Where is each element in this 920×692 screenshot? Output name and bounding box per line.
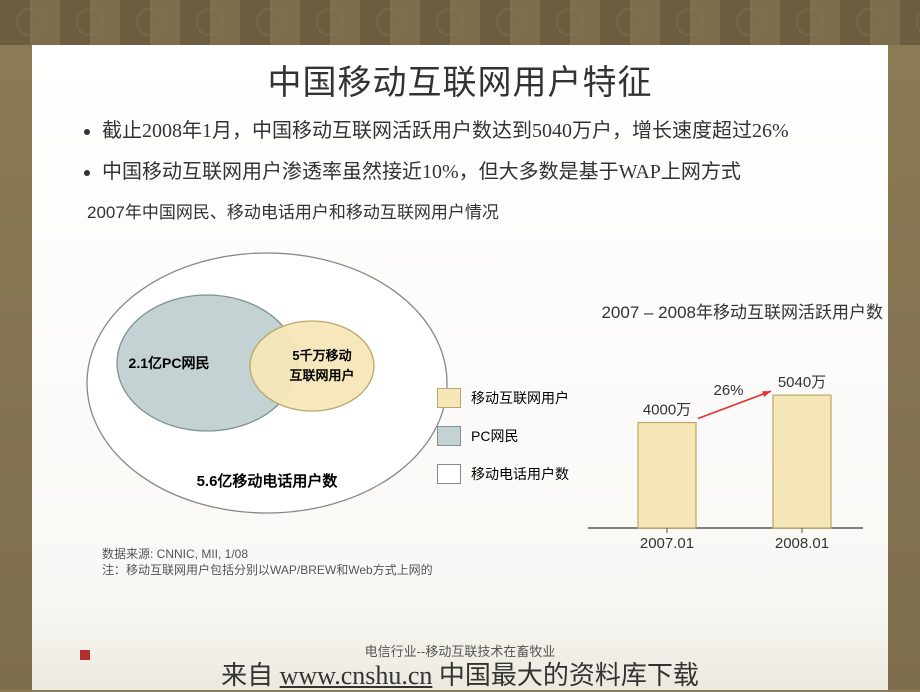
- venn-mobile-label-1: 5千万移动: [292, 348, 351, 363]
- venn-diagram: 2.1亿PC网民 5千万移动 互联网用户 5.6亿移动电话用户数: [77, 238, 457, 538]
- legend-item: PC网民: [437, 426, 569, 446]
- legend-label: 移动互联网用户: [471, 388, 569, 408]
- bar-chart: 4000万 2007.01 5040万 2008.01 26%: [578, 368, 868, 568]
- legend-label: 移动电话用户数: [471, 464, 569, 484]
- bullet-list: 截止2008年1月，中国移动互联网活跃用户数达到5040万户，增长速度超过26%…: [32, 104, 888, 190]
- slide-body: 中国移动互联网用户特征 截止2008年1月，中国移动互联网活跃用户数达到5040…: [32, 45, 888, 690]
- legend: 移动互联网用户 PC网民 移动电话用户数: [437, 388, 569, 502]
- data-source: 数据来源: CNNIC, MII, 1/08: [102, 545, 248, 562]
- venn-pc-label: 2.1亿PC网民: [129, 355, 210, 371]
- footer-credit: 来自 www.cnshu.cn 中国最大的资料库下载: [32, 655, 888, 692]
- chart-area: 2007年中国网民、移动电话用户和移动互联网用户情况 2.1亿PC网民 5千万移…: [32, 198, 888, 578]
- venn-title: 2007年中国网民、移动电话用户和移动互联网用户情况: [87, 198, 499, 223]
- decorative-right-border: [888, 45, 920, 690]
- bar-chart-title: 2007 – 2008年移动互联网活跃用户数: [601, 298, 883, 323]
- bullet-item: 中国移动互联网用户渗透率虽然接近10%，但大多数是基于WAP上网方式: [102, 155, 848, 190]
- legend-label: PC网民: [471, 426, 518, 446]
- legend-swatch: [437, 464, 461, 484]
- decorative-left-border: [0, 45, 32, 690]
- venn-mobile-ellipse: [250, 321, 374, 411]
- bullet-item: 截止2008年1月，中国移动互联网活跃用户数达到5040万户，增长速度超过26%: [102, 114, 848, 149]
- footer-prefix: 来自: [221, 661, 280, 690]
- legend-item: 移动互联网用户: [437, 388, 569, 408]
- svg-text:26%: 26%: [713, 382, 743, 399]
- slide-title: 中国移动互联网用户特征: [32, 45, 888, 104]
- data-note: 注：移动互联网用户包括分别以WAP/BREW和Web方式上网的: [102, 561, 433, 578]
- svg-text:2008.01: 2008.01: [775, 535, 829, 552]
- legend-swatch: [437, 388, 461, 408]
- footer-link[interactable]: www.cnshu.cn: [280, 661, 433, 690]
- svg-text:4000万: 4000万: [643, 402, 691, 419]
- svg-text:2007.01: 2007.01: [640, 535, 694, 552]
- svg-text:5040万: 5040万: [778, 374, 826, 391]
- footer-suffix: 中国最大的资料库下载: [432, 661, 699, 690]
- venn-mobile-label-2: 互联网用户: [289, 368, 354, 383]
- venn-outer-label: 5.6亿移动电话用户数: [197, 472, 339, 490]
- legend-item: 移动电话用户数: [437, 464, 569, 484]
- decorative-top-border: [0, 0, 920, 45]
- legend-swatch: [437, 426, 461, 446]
